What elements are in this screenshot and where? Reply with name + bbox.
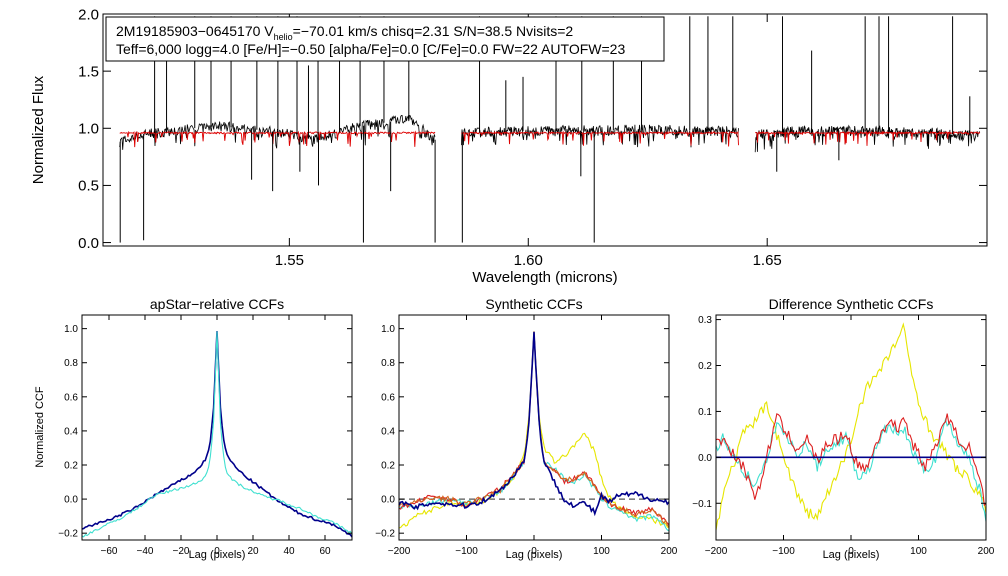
x-tick-label: 0 [214,546,220,557]
spectrum-panel: 1.55 1.60 1.65 0.0 0.5 1.0 1.5 2.0 2M19185903−0… [30,6,988,286]
synthetic-ccf-panel: −200 −100 0 100 200 −0.2 0.0 0.2 0.4 0.6 0.8 1.0 Sy… [375,296,678,561]
apstar-ccf-lines [81,331,353,538]
y-tick-label: 0.6 [64,392,78,403]
x-tick-label: 1.55 [275,252,304,269]
y-tick-label: −0.1 [692,499,712,510]
ccf-series-orange [398,331,670,528]
y-tick-label: 0.5 [78,178,99,195]
synthetic-xlabel: Lag (pixels) [506,549,563,561]
y-tick-label: 0.3 [698,315,712,326]
synthetic-title: Synthetic CCFs [485,296,582,312]
y-tick-label: 0.2 [381,461,395,472]
synthetic-ccf-ticks: −200 −100 0 100 200 −0.2 0.0 0.2 0.4 0.6 0.8 1.0 [375,315,678,557]
difference-xlabel: Lag (pixels) [823,549,880,561]
y-tick-label: 1.0 [64,324,78,335]
ccf-series-cyan [81,331,353,538]
apstar-ccf-panel: −60 −40 −20 0 20 40 60 −0.2 0.0 0.2 0.4 0.6 0.8 1.0 a… [34,296,353,561]
difference-axes-frame [715,314,987,541]
y-tick-label: 0.4 [64,426,78,437]
ccf-series-cyan [715,417,987,522]
info-line-2: Teff=6,000 logg=4.0 [Fe/H]=−0.50 [alpha/… [116,41,625,57]
ccf-series-red [398,331,670,526]
info-vhelio-sub: helio [274,32,293,42]
synthetic-axes-frame [398,314,670,541]
spectrum-axes-frame [102,13,988,247]
x-tick-label: 0 [848,546,854,557]
y-tick-label: 1.0 [381,324,395,335]
y-tick-label: −0.2 [58,529,78,540]
info-stats: =−70.01 km/s chisq=2.31 S/N=38.5 Nvisits… [293,23,574,39]
y-tick-label: 0.0 [78,235,99,252]
x-tick-label: −100 [455,546,478,557]
x-tick-label: −60 [101,546,118,557]
x-tick-label: 100 [593,546,610,557]
x-tick-label: 200 [978,546,995,557]
x-tick-label: 100 [910,546,927,557]
x-tick-label: 0 [531,546,537,557]
apstar-axes-frame [81,314,353,541]
y-tick-label: 1.5 [78,63,99,80]
y-tick-label: 0.0 [64,495,78,506]
apstar-ylabel: Normalized CCF [34,386,46,468]
x-tick-label: −20 [173,546,190,557]
info-star-id: 2M19185903−0645170 V [116,23,274,39]
y-tick-label: 0.0 [698,453,712,464]
model-line [461,130,739,147]
x-tick-label: 200 [661,546,678,557]
y-tick-label: 0.2 [64,461,78,472]
difference-ccf-ticks: −200 −100 0 100 200 −0.1 0.0 0.1 0.2 0.3 [692,315,995,557]
spectrum-ticks: 1.55 1.60 1.65 0.0 0.5 1.0 1.5 2.0 [78,6,987,269]
x-tick-label: −200 [705,546,728,557]
spectrum-ylabel: Normalized Flux [30,75,47,184]
apstar-xlabel: Lag (pixels) [189,549,246,561]
difference-ccf-lines [715,322,987,531]
synthetic-ccf-lines [398,330,670,532]
y-tick-label: 0.8 [381,358,395,369]
ccf-series-red [715,413,987,507]
x-tick-label: 20 [247,546,259,557]
y-tick-label: 0.1 [698,407,712,418]
spectrum-xlabel: Wavelength (microns) [472,269,617,286]
x-tick-label: 60 [319,546,331,557]
model-line [755,130,981,146]
y-tick-label: 0.6 [381,392,395,403]
ccf-series-yellow [715,322,987,531]
y-tick-label: 2.0 [78,6,99,23]
x-tick-label: 40 [283,546,295,557]
model-line [119,130,436,148]
x-tick-label: −40 [137,546,154,557]
y-tick-label: 0.2 [698,361,712,372]
y-tick-label: −0.2 [375,529,395,540]
difference-title: Difference Synthetic CCFs [769,296,934,312]
difference-ccf-panel: −200 −100 0 100 200 −0.1 0.0 0.1 0.2 0.3 Differen… [692,296,995,561]
info-line-1: 2M19185903−0645170 Vhelio=−70.01 km/s ch… [116,23,573,42]
y-tick-label: 0.8 [64,358,78,369]
x-tick-label: 1.65 [753,252,782,269]
spectrum-line [461,124,739,148]
y-tick-label: 0.0 [381,495,395,506]
apstar-ccf-ticks: −60 −40 −20 0 20 40 60 −0.2 0.0 0.2 0.4 0.6 0.8 1.0 [58,315,352,557]
ccf-series-cyan [398,330,670,532]
info-box [105,16,665,62]
ccf-series-navy [81,331,353,538]
x-tick-label: −100 [772,546,795,557]
y-tick-label: 1.0 [78,121,99,138]
apstar-title: apStar−relative CCFs [150,296,284,312]
ccf-series-navy [398,332,670,517]
y-tick-label: 0.4 [381,426,395,437]
x-tick-label: −200 [388,546,411,557]
x-tick-label: 1.60 [514,252,543,269]
